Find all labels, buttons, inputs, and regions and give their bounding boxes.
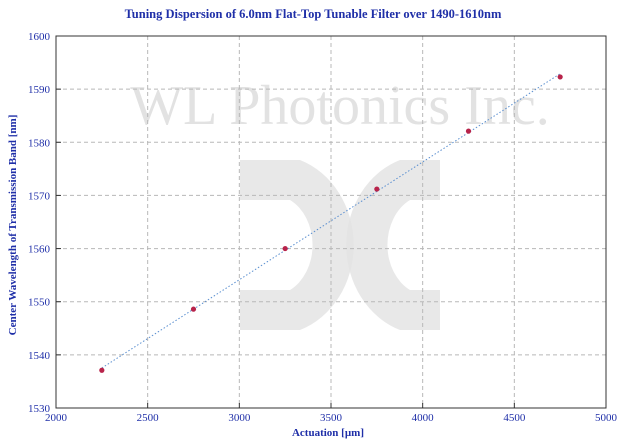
y-tick-label: 1560	[28, 244, 51, 256]
y-tick-label: 1550	[28, 297, 51, 309]
y-tick-label: 1590	[28, 84, 51, 96]
x-tick-label: 4000	[412, 412, 435, 424]
data-point	[374, 186, 380, 192]
y-tick-label: 1570	[28, 190, 51, 202]
axis-ticks: 2000 2500 3000 3500 4000 4500 5000 1530 1540 1550…	[28, 31, 618, 424]
x-tick-label: 3000	[228, 412, 251, 424]
watermark-text: WL Photonics Inc.	[130, 75, 549, 137]
data-point	[282, 245, 288, 252]
chart-title: Tuning Dispersion of 6.0nm Flat-Top Tuna…	[124, 7, 502, 21]
x-tick-label: 2500	[137, 412, 160, 424]
data-point	[465, 128, 472, 134]
x-tick-label: 5000	[595, 412, 618, 424]
data-point	[190, 306, 197, 312]
data-point	[99, 367, 105, 373]
grid	[56, 36, 606, 408]
y-tick-label: 1530	[28, 403, 51, 415]
y-tick-label: 1580	[28, 137, 51, 149]
watermark: WL Photonics Inc.	[130, 75, 550, 330]
x-tick-label: 2000	[45, 412, 68, 424]
x-axis-label: Actuation [µm]	[291, 427, 365, 439]
y-tick-label: 1600	[28, 31, 51, 43]
y-tick-label: 1540	[28, 350, 51, 362]
x-tick-label: 3500	[320, 412, 343, 424]
watermark-logo	[240, 160, 440, 330]
x-tick-label: 4500	[503, 412, 526, 424]
data-point	[557, 74, 563, 80]
data-points	[99, 74, 563, 373]
